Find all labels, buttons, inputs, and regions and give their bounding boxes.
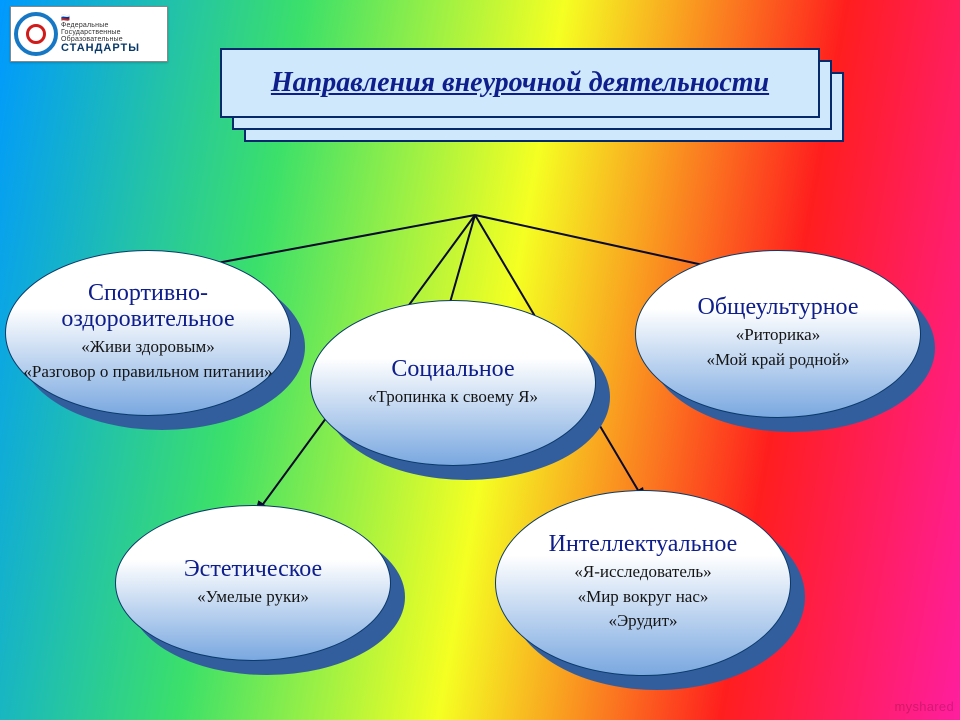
node-sport-sub-1: «Разговор о правильном питании» <box>23 360 272 385</box>
node-intellect-sub-0: «Я-исследователь» <box>574 560 711 585</box>
watermark: myshared <box>895 699 954 714</box>
logo-line1: Федеральные <box>61 22 140 29</box>
node-aesthetic: Эстетическое«Умелые руки» <box>115 505 405 675</box>
slide-title: Направления внеурочной деятельности <box>271 67 769 99</box>
node-aesthetic-sub-0: «Умелые руки» <box>197 585 309 610</box>
node-social-sub-0: «Тропинка к своему Я» <box>368 385 538 410</box>
slide: 🇷🇺 Федеральные Государственные Образоват… <box>0 0 960 720</box>
logo-standards: 🇷🇺 Федеральные Государственные Образоват… <box>10 6 168 62</box>
node-culture: Общеультурное«Риторика»«Мой край родной» <box>635 250 935 432</box>
logo-line2: Государственные <box>61 29 140 36</box>
title-block: Направления внеурочной деятельности <box>220 48 860 138</box>
node-intellect-sub-1: «Мир вокруг нас» <box>578 585 709 610</box>
node-culture-sub-0: «Риторика» <box>736 323 820 348</box>
node-sport-category: Спортивно-оздоровительное <box>61 281 234 333</box>
node-intellect-sub-2: «Эрудит» <box>608 609 677 634</box>
node-sport-sub-0: «Живи здоровым» <box>81 335 214 360</box>
node-intellect: Интеллектуальное«Я-исследователь»«Мир во… <box>495 490 805 690</box>
node-social: Социальное«Тропинка к своему Я» <box>310 300 610 480</box>
node-culture-sub-1: «Мой край родной» <box>706 348 849 373</box>
node-social-category: Социальное <box>391 357 514 383</box>
node-culture-category: Общеультурное <box>698 295 859 321</box>
node-aesthetic-category: Эстетическое <box>184 557 322 583</box>
node-sport: Спортивно-оздоровительное«Живи здоровым»… <box>5 250 305 430</box>
node-intellect-category: Интеллектуальное <box>549 532 738 558</box>
